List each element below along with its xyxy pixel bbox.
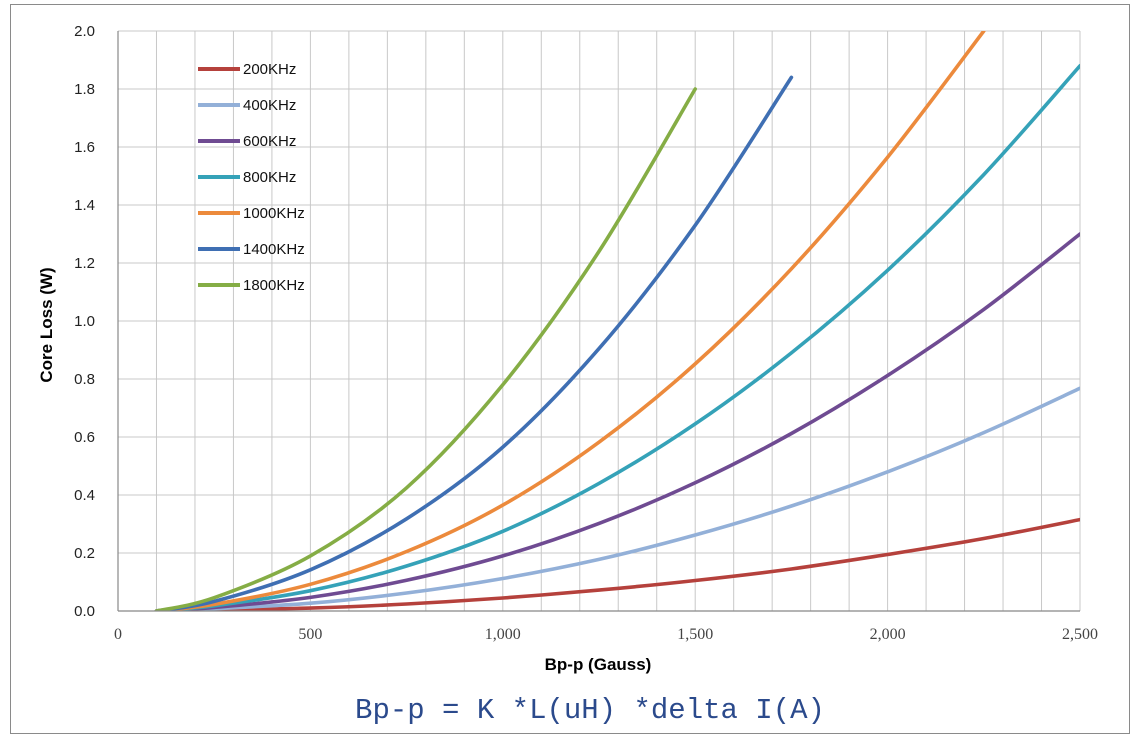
tick-labels: 0.0 0.2 0.4 0.6 0.8 1.0 1.2 1.4 1.6 1.8 2.0 0 500 1,0…	[74, 23, 1098, 643]
x-tick-label: 2,500	[1062, 626, 1098, 643]
axes	[117, 31, 1080, 612]
y-tick-label: 1.4	[74, 197, 95, 214]
series-line-400khz	[154, 386, 1080, 611]
series-line-1000khz	[154, 31, 986, 611]
legend-label-1800khz: 1800KHz	[243, 277, 305, 294]
legend-label-1000khz: 1000KHz	[243, 205, 305, 222]
y-tick-label: 0.2	[74, 545, 95, 562]
x-tick-label: 2,000	[870, 626, 906, 643]
series-line-200khz	[154, 517, 1080, 611]
y-tick-label: 1.6	[74, 139, 95, 156]
x-tick-label: 1,000	[485, 626, 521, 643]
x-axis-title: Bp-p (Gauss)	[545, 655, 652, 674]
series-line-600khz	[154, 232, 1080, 611]
formula-annotation: Bp-p = K *L(uH) *delta I(A)	[355, 694, 825, 727]
legend-label-1400khz: 1400KHz	[243, 241, 305, 258]
y-tick-label: 0.6	[74, 429, 95, 446]
y-tick-label: 2.0	[74, 23, 95, 40]
y-tick-label: 1.0	[74, 313, 95, 330]
series-line-800khz	[154, 64, 1080, 611]
series-lines	[154, 31, 1080, 611]
legend: 200KHz 400KHz 600KHz 800KHz 1000KHz 1400KHz 18…	[198, 61, 305, 294]
x-tick-label: 1,500	[677, 626, 713, 643]
y-tick-label: 0.4	[74, 487, 95, 504]
series-line-1800khz	[154, 87, 697, 611]
series-line-1400khz	[154, 75, 794, 611]
legend-label-200khz: 200KHz	[243, 61, 296, 78]
y-axis-title: Core Loss (W)	[37, 267, 56, 382]
x-tick-label: 0	[114, 626, 122, 643]
chart-frame	[10, 4, 1130, 734]
y-tick-label: 1.2	[74, 255, 95, 272]
legend-label-800khz: 800KHz	[243, 169, 296, 186]
legend-label-600khz: 600KHz	[243, 133, 296, 150]
legend-label-400khz: 400KHz	[243, 97, 296, 114]
x-tick-label: 500	[298, 626, 322, 643]
y-tick-label: 1.8	[74, 81, 95, 98]
y-tick-label: 0.8	[74, 371, 95, 388]
y-tick-label: 0.0	[74, 603, 95, 620]
